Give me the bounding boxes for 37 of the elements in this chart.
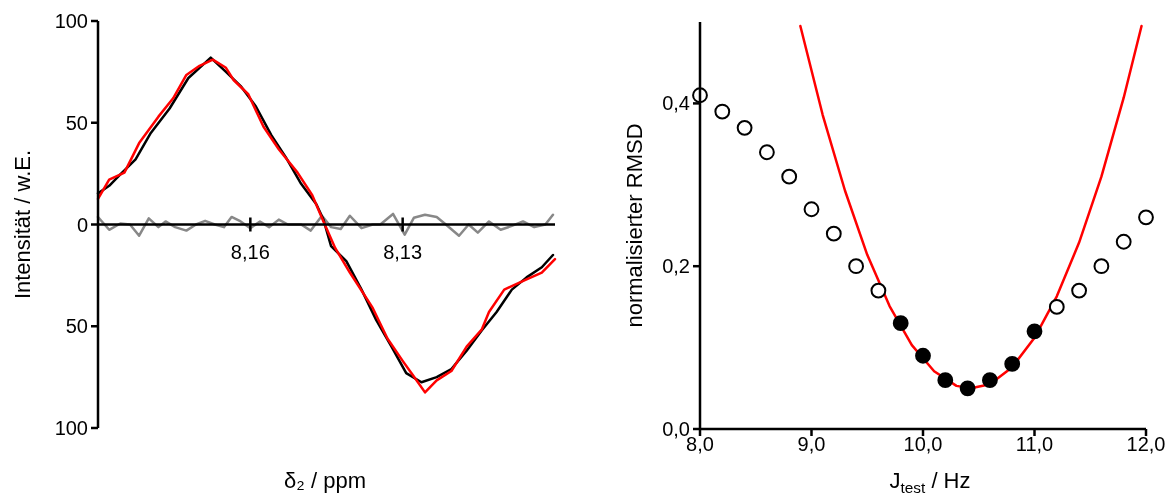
point [714,103,731,120]
x-tick-label: 8,16 [230,240,270,263]
point [848,258,865,275]
x-axis-title: J$_{test}$ / Hz [889,468,971,496]
y-tick-label: 100 [54,10,88,32]
point [803,201,820,218]
point [1048,299,1065,315]
point [1004,355,1021,372]
y-axis-title: normalisierter RMSD [622,123,647,328]
y-tick-label: 100 [54,417,88,439]
y-axis-title: Intensität / w.E. [10,149,35,300]
point [959,380,976,397]
y-tick-label: 50 [65,315,88,338]
x-tick-label: 11,0 [1015,433,1054,455]
point [915,347,931,364]
point [758,144,775,161]
point [981,372,998,389]
point [1115,233,1132,250]
x-tick-label: 8,13 [383,240,423,263]
point [1026,323,1043,340]
x-tick-label: 9,0 [797,433,826,455]
point [736,119,753,136]
point [1138,209,1154,226]
y-tick-label: 0 [76,213,88,236]
point [892,315,909,332]
y-tick-label: 0,4 [662,92,690,115]
point [1071,282,1088,299]
point [781,168,798,185]
y-tick-label: 50 [65,111,88,134]
point [825,225,842,242]
point [870,282,887,299]
x-tick-label: 10,0 [903,433,943,455]
point [1093,258,1110,275]
y-tick-label: 0,2 [662,255,690,278]
x-tick-label: 12,0 [1126,433,1166,455]
point [937,372,954,389]
x-axis-title: δ₂ / ppm [284,468,366,493]
